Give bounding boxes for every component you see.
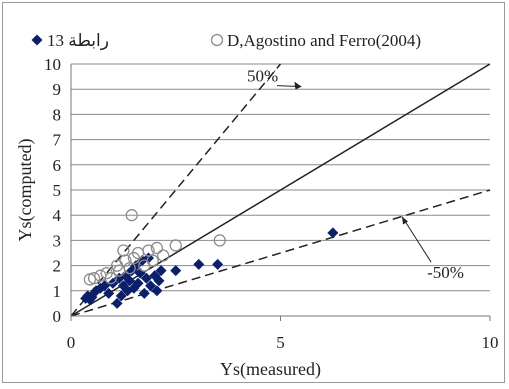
data-point-agostino	[94, 269, 107, 282]
x-tick-label-5: 5	[276, 333, 285, 352]
data-point-relation13	[170, 265, 182, 277]
legend-marker-agostino	[210, 33, 224, 47]
data-point-agostino	[104, 272, 117, 285]
data-point-relation13	[132, 277, 144, 289]
y-tick-label-3: 3	[53, 231, 62, 250]
data-point-agostino	[87, 272, 101, 285]
legend: رابطة 13 D,Agostino and Ferro(2004)	[31, 31, 421, 51]
data-point-agostino	[150, 241, 164, 255]
data-point-relation13	[124, 275, 136, 287]
tick-labels: 0 1 2 3 4 5 6 7 8 9 10 0 5 10	[44, 55, 499, 352]
legend-label-relation13: رابطة 13	[47, 31, 109, 51]
data-point-relation13	[130, 260, 142, 272]
data-point-agostino	[117, 244, 130, 257]
axes	[70, 64, 491, 321]
annotation-minus50pct-arrow	[401, 216, 432, 263]
data-point-relation13	[153, 275, 165, 287]
y-tick-label-9: 9	[53, 80, 62, 99]
legend-label-agostino: D,Agostino and Ferro(2004)	[227, 31, 421, 50]
data-point-relation13	[193, 258, 205, 270]
data-point-relation13	[155, 265, 167, 277]
y-tick-label-8: 8	[53, 105, 62, 124]
y-tick-label-7: 7	[53, 131, 62, 150]
data-point-agostino	[213, 234, 226, 247]
data-point-agostino	[123, 261, 136, 275]
legend-marker-relation13	[31, 34, 43, 46]
y-tick-label-5: 5	[53, 181, 62, 200]
data-point-relation13	[138, 287, 150, 299]
data-point-relation13	[115, 290, 127, 302]
data-point-agostino	[119, 254, 132, 267]
y-tick-label-0: 0	[53, 307, 62, 326]
data-point-relation13	[111, 297, 123, 309]
annotation-minus50pct-arrowhead	[402, 216, 409, 225]
axis-labels: Ys(measured) Ys(computed)	[15, 139, 321, 380]
annotation-50pct-arrowhead	[294, 81, 302, 90]
data-point-relation13	[103, 287, 115, 299]
data-point-agostino	[146, 254, 159, 267]
y-axis-label: Ys(computed)	[15, 139, 36, 242]
x-tick-label-10: 10	[482, 333, 499, 352]
scatter-chart: 0 1 2 3 4 5 6 7 8 9 10 0 5 10 50% -50% رابطة 13 D,Agost…	[15, 31, 499, 380]
data-point-agostino	[169, 239, 182, 252]
chart-frame: 0 1 2 3 4 5 6 7 8 9 10 0 5 10 50% -50% رابطة 13 D,Agost…	[2, 2, 505, 383]
data-point-relation13	[151, 285, 163, 297]
annotation-50pct: 50%	[247, 67, 278, 86]
data-point-relation13	[327, 227, 339, 239]
data-point-agostino	[142, 244, 155, 257]
data-point-relation13	[140, 272, 152, 284]
y-tick-label-10: 10	[44, 55, 61, 74]
y-tick-label-1: 1	[53, 282, 62, 301]
data-point-agostino	[125, 209, 138, 222]
x-tick-label-0: 0	[67, 333, 76, 352]
reference-line-50pct	[70, 63, 282, 317]
y-tick-label-4: 4	[53, 206, 62, 225]
series-layer	[80, 209, 339, 309]
data-point-agostino	[157, 249, 170, 262]
annotation-minus50pct: -50%	[427, 263, 464, 282]
annotations: 50% -50%	[247, 67, 464, 283]
y-tick-label-6: 6	[53, 156, 62, 175]
x-axis-label: Ys(measured)	[220, 359, 321, 380]
data-point-relation13	[212, 258, 224, 270]
data-point-relation13	[145, 280, 157, 292]
y-tick-label-2: 2	[53, 257, 62, 276]
